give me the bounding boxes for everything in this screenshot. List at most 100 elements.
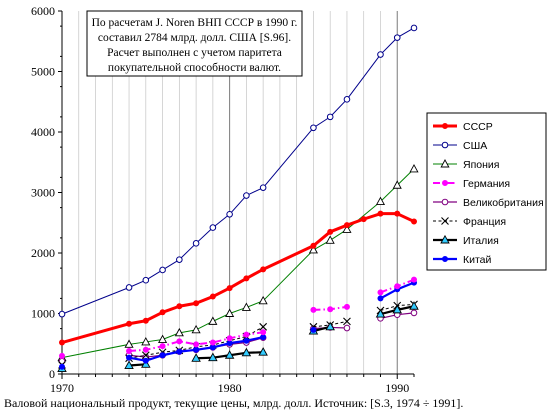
data-point-italy <box>258 347 268 356</box>
data-point-usa <box>326 113 334 121</box>
data-point-italy <box>409 301 419 310</box>
data-point-ussr <box>176 303 183 310</box>
data-point-china <box>159 352 166 359</box>
series-ussr <box>59 210 417 346</box>
data-point-france <box>259 322 268 331</box>
legend-label-uk: Великобритания <box>463 197 544 209</box>
gnp-line-chart: 0 1000 2000 3000 4000 5000 6000 1970 1980 1990 По… <box>31 4 547 395</box>
data-point-china <box>260 334 267 341</box>
data-point-japan <box>342 224 352 233</box>
data-point-ussr <box>59 339 66 346</box>
series-line-japan <box>61 168 415 359</box>
annotation-line: По расчетам J. Noren ВНП СССР в 1990 г. <box>92 17 298 29</box>
chart-axes: 0 1000 2000 3000 4000 5000 6000 1970 1980 1990 <box>31 4 415 395</box>
data-point-japan <box>258 295 268 305</box>
data-point-japan <box>191 324 201 334</box>
data-point-usa <box>310 124 317 132</box>
data-point-china <box>126 354 133 361</box>
data-point-usa <box>192 240 200 247</box>
data-point-usa <box>393 34 401 41</box>
series-line-usa <box>61 27 415 315</box>
data-point-ussr <box>360 216 367 223</box>
legend-item-uk: Великобритания <box>433 197 544 209</box>
y-tick-label-1000: 1000 <box>31 307 55 321</box>
data-point-japan <box>241 302 251 311</box>
data-point-usa <box>377 51 384 58</box>
legend-marker-germany <box>441 179 448 186</box>
data-point-germany <box>260 329 267 336</box>
legend-marker-france <box>441 217 449 225</box>
data-point-germany <box>226 335 233 342</box>
data-point-china <box>377 295 384 302</box>
data-point-italy <box>141 359 151 368</box>
series-germany <box>59 276 417 359</box>
data-point-china <box>193 346 200 353</box>
data-point-ussr <box>126 320 133 327</box>
series-japan <box>57 163 419 362</box>
data-point-ussr <box>394 210 401 217</box>
data-point-germany <box>193 341 200 348</box>
data-point-japan <box>124 339 134 348</box>
data-point-germany <box>176 338 183 345</box>
data-point-china <box>226 340 233 347</box>
annotation-line: составил 2784 млрд. долл. США [S.96]. <box>98 32 291 44</box>
legend-marker-japan <box>440 159 450 168</box>
series-usa <box>58 24 418 318</box>
legend-item-ussr: СССР <box>433 121 493 133</box>
data-point-china <box>142 357 149 364</box>
data-point-italy <box>375 308 386 318</box>
data-point-usa <box>176 256 183 263</box>
data-point-italy <box>208 352 218 362</box>
data-point-italy <box>224 350 235 359</box>
data-point-usa <box>259 184 267 191</box>
data-point-germany <box>394 283 401 290</box>
data-point-germany <box>159 343 166 350</box>
legend-label-france: Франция <box>463 216 506 228</box>
legend-label-japan: Япония <box>463 159 499 171</box>
y-tick-label-6000: 6000 <box>31 4 55 18</box>
data-point-usa <box>209 224 217 231</box>
data-point-italy <box>124 360 134 369</box>
data-point-japan <box>141 336 151 346</box>
data-point-ussr <box>209 293 216 300</box>
data-point-ussr <box>243 275 250 282</box>
legend-item-usa: США <box>433 140 487 152</box>
data-point-usa <box>142 276 150 284</box>
data-point-japan <box>409 163 419 173</box>
x-tick-label-1990: 1990 <box>385 381 409 395</box>
legend-item-france: Франция <box>433 216 506 228</box>
data-point-japan <box>392 180 402 189</box>
chart-caption: Валовой национальный продукт, текущие це… <box>4 396 464 410</box>
data-point-uk <box>343 324 351 332</box>
data-point-italy <box>241 347 252 357</box>
y-tick-label-4000: 4000 <box>31 125 55 139</box>
data-point-ussr <box>310 242 317 249</box>
data-point-ussr <box>260 266 267 273</box>
data-point-china <box>176 348 183 355</box>
y-tick-label-5000: 5000 <box>31 65 55 79</box>
series-line-ussr <box>61 212 415 344</box>
data-point-japan <box>225 308 235 317</box>
data-point-usa <box>343 96 351 103</box>
legend-label-usa: США <box>463 140 487 152</box>
data-point-germany <box>142 346 149 353</box>
data-point-china <box>59 363 66 370</box>
data-point-germany <box>410 276 417 283</box>
data-point-ussr <box>343 222 350 229</box>
data-point-ussr <box>226 285 233 292</box>
legend-marker-china <box>441 255 448 262</box>
legend-marker-usa <box>441 141 449 149</box>
legend-item-japan: Япония <box>433 159 499 171</box>
data-point-germany <box>327 306 334 313</box>
data-point-china <box>209 344 216 351</box>
data-point-usa <box>58 310 66 318</box>
data-point-usa <box>410 24 418 32</box>
legend-marker-uk <box>441 198 449 206</box>
data-point-germany <box>343 303 350 310</box>
legend-label-italy: Италия <box>463 235 499 247</box>
data-point-usa <box>159 266 166 274</box>
annotation-frame <box>86 10 303 77</box>
data-point-ussr <box>159 309 166 316</box>
data-point-china <box>310 326 317 333</box>
data-point-uk <box>410 309 418 317</box>
